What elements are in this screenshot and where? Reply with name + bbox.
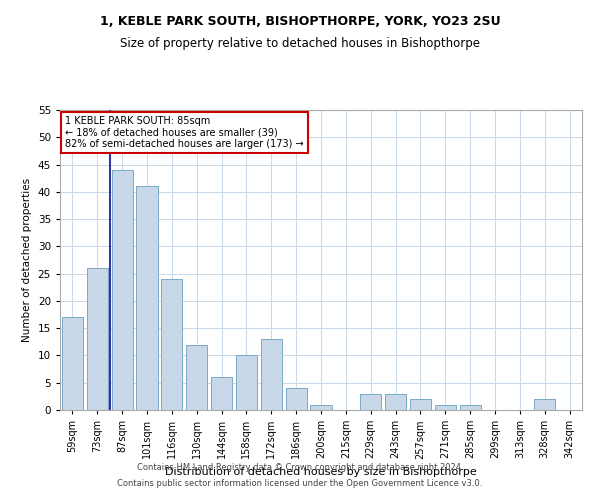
Bar bbox=[87, 268, 108, 410]
Text: Contains HM Land Registry data © Crown copyright and database right 2024.: Contains HM Land Registry data © Crown c… bbox=[137, 464, 463, 472]
Bar bbox=[186, 344, 207, 410]
X-axis label: Distribution of detached houses by size in Bishopthorpe: Distribution of detached houses by size … bbox=[165, 467, 477, 477]
Text: Contains public sector information licensed under the Open Government Licence v3: Contains public sector information licen… bbox=[118, 478, 482, 488]
Bar bbox=[136, 186, 158, 410]
Text: 1, KEBLE PARK SOUTH, BISHOPTHORPE, YORK, YO23 2SU: 1, KEBLE PARK SOUTH, BISHOPTHORPE, YORK,… bbox=[100, 15, 500, 28]
Bar bbox=[435, 404, 456, 410]
Bar bbox=[410, 399, 431, 410]
Bar bbox=[236, 356, 257, 410]
Text: Size of property relative to detached houses in Bishopthorpe: Size of property relative to detached ho… bbox=[120, 38, 480, 51]
Y-axis label: Number of detached properties: Number of detached properties bbox=[22, 178, 32, 342]
Bar bbox=[385, 394, 406, 410]
Bar bbox=[62, 318, 83, 410]
Bar bbox=[112, 170, 133, 410]
Bar bbox=[460, 404, 481, 410]
Bar bbox=[310, 404, 332, 410]
Bar bbox=[534, 399, 555, 410]
Text: 1 KEBLE PARK SOUTH: 85sqm
← 18% of detached houses are smaller (39)
82% of semi-: 1 KEBLE PARK SOUTH: 85sqm ← 18% of detac… bbox=[65, 116, 304, 149]
Bar bbox=[286, 388, 307, 410]
Bar bbox=[360, 394, 381, 410]
Bar bbox=[161, 279, 182, 410]
Bar bbox=[261, 339, 282, 410]
Bar bbox=[211, 378, 232, 410]
